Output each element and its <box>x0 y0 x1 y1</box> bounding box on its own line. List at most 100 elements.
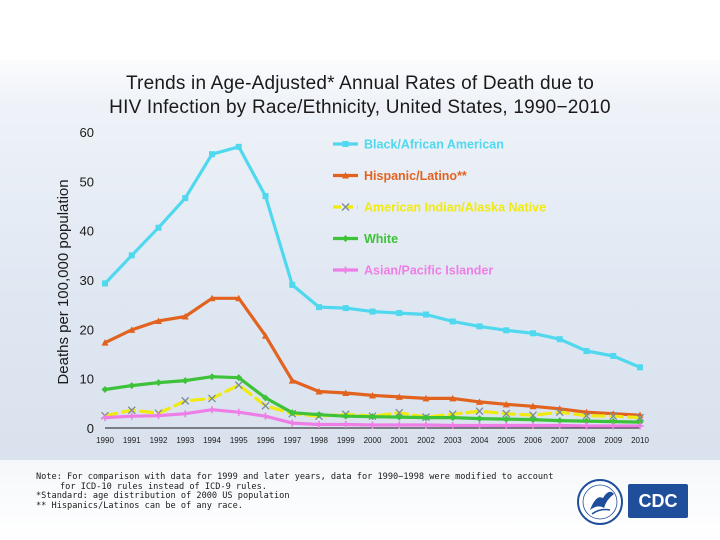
data-point <box>182 195 189 202</box>
data-point <box>208 373 216 381</box>
series-asian <box>101 406 644 430</box>
data-point <box>636 422 644 430</box>
data-point <box>288 377 296 384</box>
y-tick-label: 40 <box>80 224 94 239</box>
y-tick-label: 60 <box>80 125 94 140</box>
data-point <box>261 401 270 410</box>
data-point <box>235 408 243 416</box>
data-point <box>583 348 590 355</box>
y-tick-label: 0 <box>87 421 94 436</box>
data-point <box>475 407 484 416</box>
y-tick-label: 30 <box>80 273 94 288</box>
data-point <box>342 389 350 396</box>
title-band <box>0 0 720 60</box>
footnotes: Note: For comparison with data for 1999 … <box>36 472 596 511</box>
data-point <box>529 416 537 424</box>
data-point <box>289 281 296 288</box>
data-point <box>609 422 617 430</box>
data-point <box>636 418 644 426</box>
data-point <box>288 419 296 427</box>
data-point <box>101 414 109 422</box>
x-tick-label: 2004 <box>471 436 489 445</box>
data-point <box>369 413 376 421</box>
data-point <box>342 421 350 429</box>
x-tick-label: 2000 <box>364 436 382 445</box>
x-tick-label: 1994 <box>203 436 221 445</box>
data-point <box>529 422 537 430</box>
data-point <box>101 339 109 346</box>
cdc-logo: CDC <box>577 479 688 525</box>
chart-title-line-2: HIV Infection by Race/Ethnicity, United … <box>109 97 611 118</box>
data-point <box>503 327 510 334</box>
data-point <box>262 332 269 339</box>
data-point <box>155 412 162 420</box>
x-tick-label: 2003 <box>444 436 462 445</box>
legend-item: Asian/Pacific Islander <box>333 264 493 278</box>
legend-marker <box>342 266 349 274</box>
data-point <box>610 352 617 359</box>
data-point <box>476 398 483 405</box>
y-tick-label: 20 <box>80 322 94 337</box>
data-point <box>181 377 189 385</box>
cdc-badge-icon: CDC <box>628 484 688 518</box>
hhs-seal-icon <box>577 479 623 525</box>
data-point <box>449 414 457 422</box>
x-tick-label: 1997 <box>283 436 301 445</box>
data-point <box>449 318 456 325</box>
data-point <box>128 326 136 333</box>
data-point <box>609 412 618 421</box>
data-point <box>422 394 430 402</box>
data-point <box>208 294 216 302</box>
data-point <box>556 336 563 343</box>
data-point <box>583 422 590 430</box>
data-point <box>502 422 510 430</box>
footnote-line: Note: For comparison with data for 1999 … <box>36 472 554 482</box>
series-hispanic <box>101 294 644 419</box>
legend-label: Black/African American <box>364 138 504 152</box>
legend-marker <box>342 172 349 179</box>
footnote-line: for ICD-10 rules instead of ICD-9 rules. <box>60 481 267 492</box>
data-point <box>315 411 323 419</box>
data-point <box>208 406 216 414</box>
data-point <box>529 411 537 420</box>
data-point <box>342 305 349 312</box>
data-point <box>127 406 136 415</box>
x-tick-label: 2001 <box>390 436 408 445</box>
data-point <box>155 224 162 231</box>
data-point <box>315 421 323 429</box>
legend-label: White <box>364 232 398 246</box>
data-point <box>396 310 403 317</box>
data-point <box>449 422 457 430</box>
data-point <box>288 409 296 417</box>
legend-item: Black/African American <box>333 138 504 152</box>
data-point <box>128 252 135 259</box>
series-white <box>101 373 644 426</box>
legend-marker <box>341 203 350 211</box>
data-point <box>422 421 430 429</box>
legend-marker <box>342 235 349 242</box>
data-point <box>476 422 483 430</box>
data-point <box>609 418 617 426</box>
data-point <box>262 412 269 420</box>
legend-marker <box>342 141 349 147</box>
legend-label: Hispanic/Latino** <box>364 169 467 183</box>
data-point <box>209 151 215 158</box>
data-point <box>556 422 564 430</box>
data-point <box>395 421 403 429</box>
x-tick-label: 2002 <box>417 436 435 445</box>
data-point <box>155 379 162 387</box>
data-point <box>395 393 403 400</box>
data-point <box>155 317 162 324</box>
x-tick-label: 1995 <box>230 436 248 445</box>
x-tick-label: 1992 <box>150 436 168 445</box>
data-point <box>316 304 322 311</box>
data-point <box>395 413 403 421</box>
data-point <box>555 408 564 417</box>
data-point <box>181 313 189 320</box>
data-point <box>502 409 511 418</box>
x-tick-label: 1999 <box>337 436 355 445</box>
data-point <box>262 193 269 200</box>
legend-item: White <box>333 232 398 246</box>
x-tick-label: 2007 <box>551 436 569 445</box>
